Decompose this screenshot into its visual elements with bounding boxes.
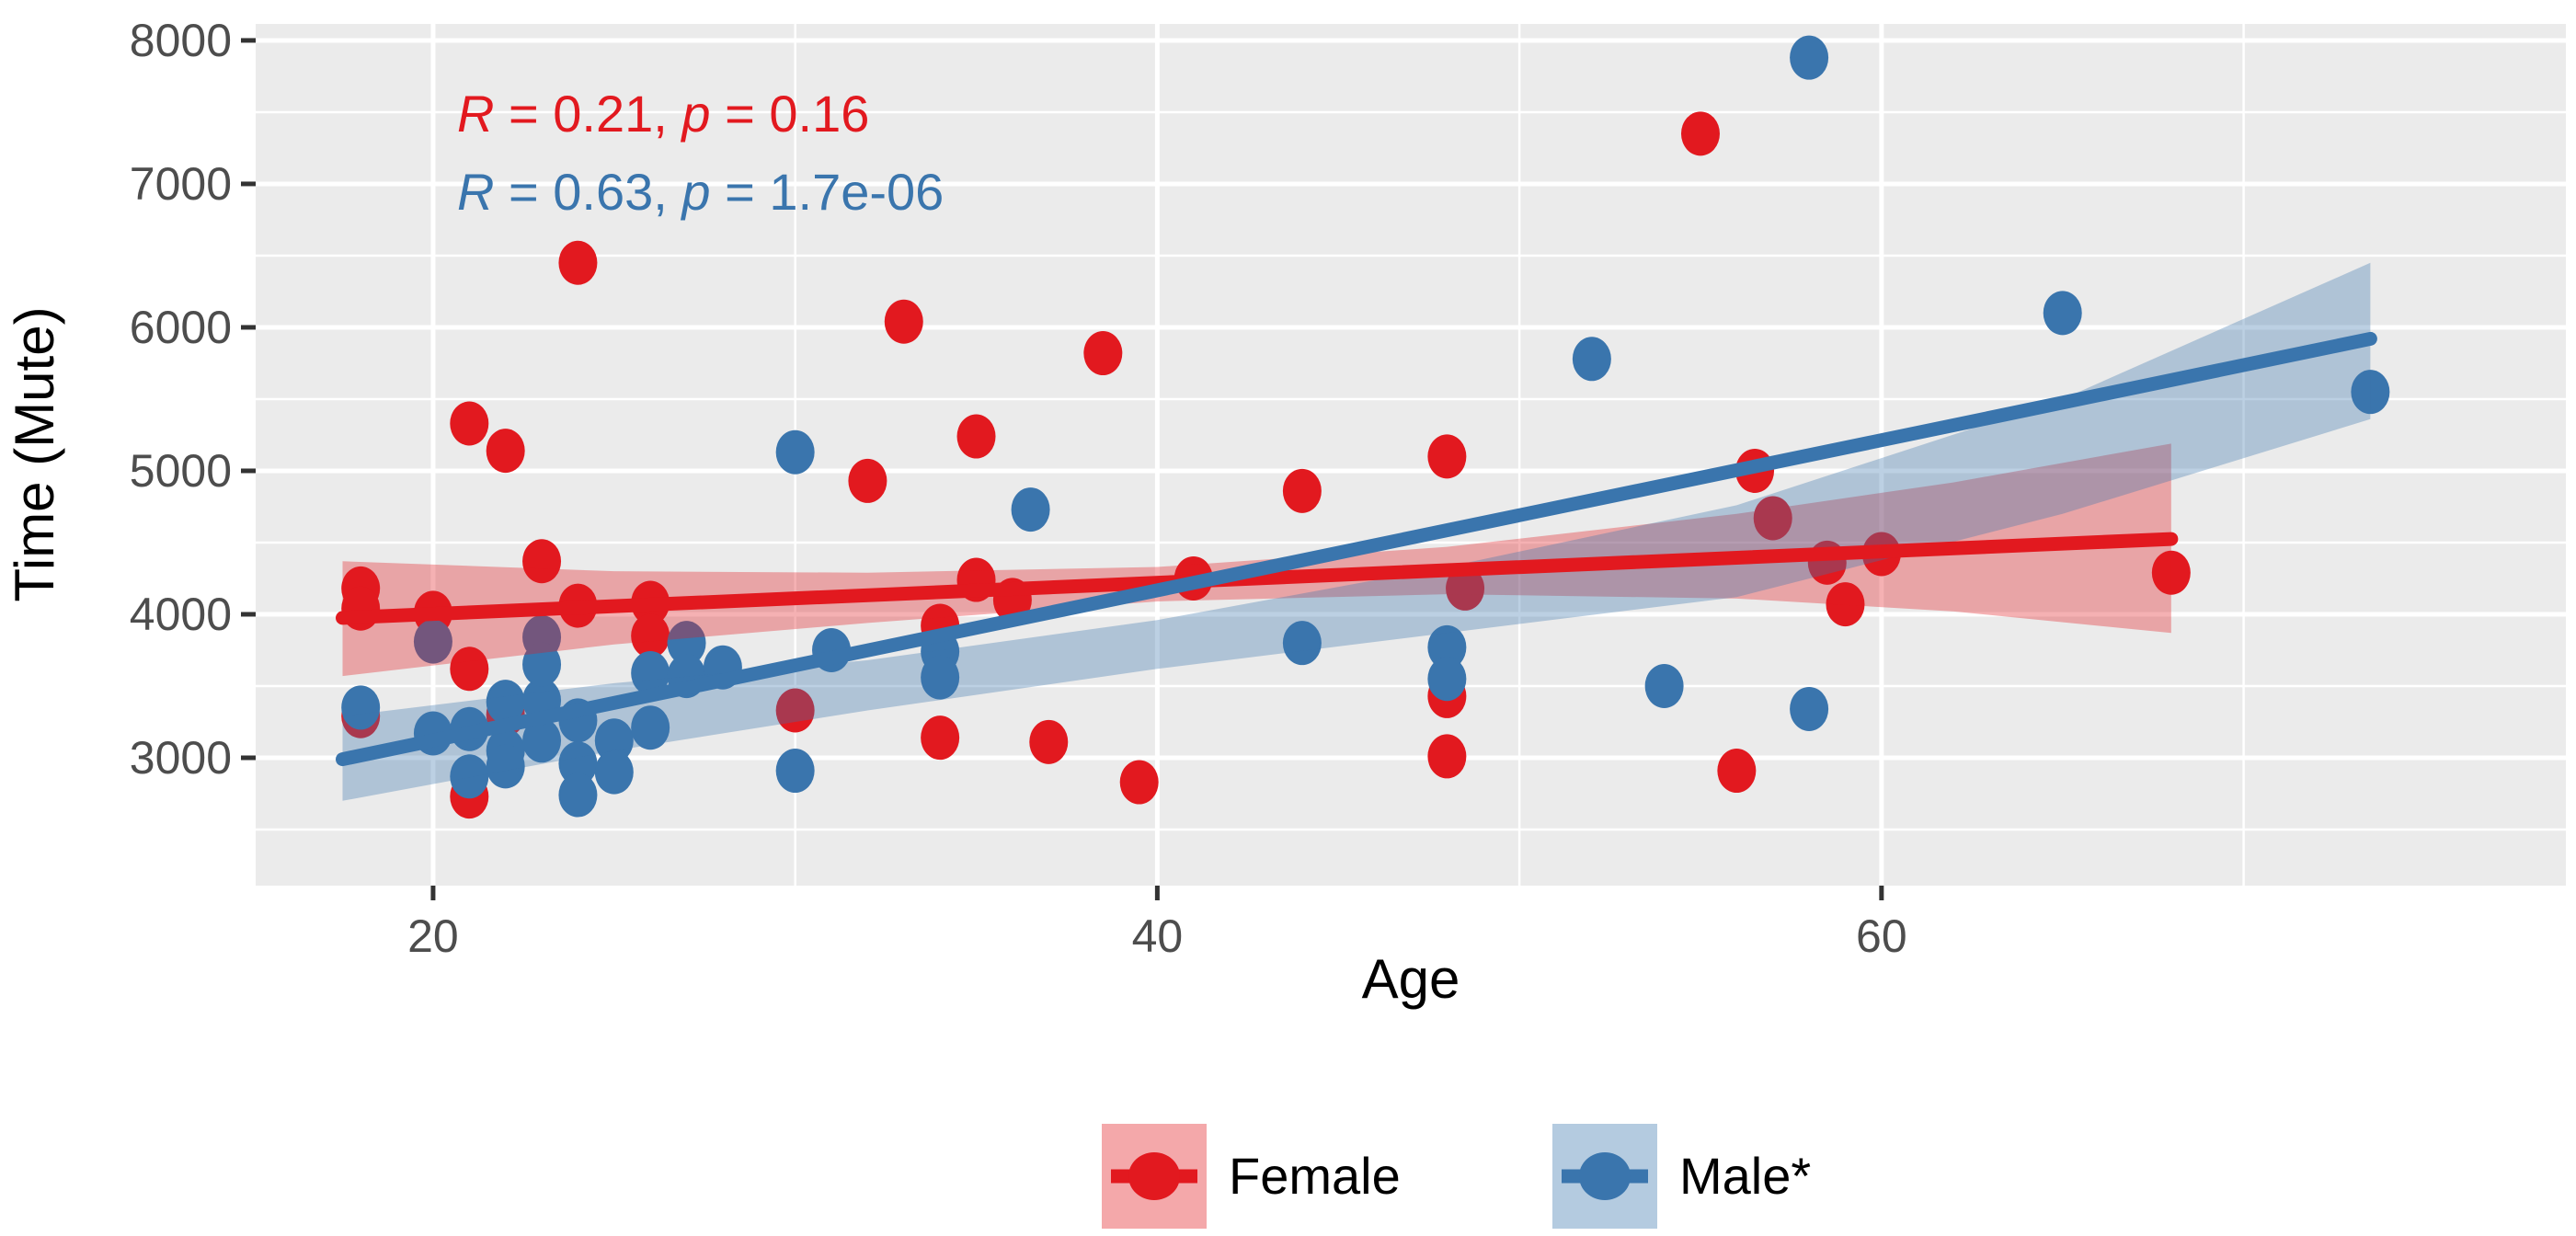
trend-line-female (335, 532, 2179, 625)
scatter-point-female (450, 647, 489, 692)
scatter-point-female (486, 429, 525, 474)
legend-dot-male-icon (1579, 1152, 1631, 1200)
scatter-point-female (2151, 550, 2191, 595)
scatter-point-female (1717, 749, 1757, 794)
scatter-point-male (2351, 370, 2390, 415)
scatter-point-male (1790, 686, 1829, 731)
y-tick-label: 7000 (130, 158, 232, 210)
scatter-point-male (558, 772, 598, 818)
scatter-point-female (1680, 111, 1720, 156)
scatter-point-male (667, 621, 706, 666)
scatter-point-female (522, 539, 562, 584)
scatter-points (341, 35, 2390, 819)
scatter-point-male (486, 680, 525, 725)
scatter-point-male (522, 642, 562, 687)
scatter-point-male (775, 749, 815, 794)
scatter-point-female (558, 240, 598, 285)
y-tick-label: 6000 (130, 302, 232, 353)
scatter-point-male (775, 429, 815, 475)
scatter-point-male (1011, 487, 1050, 532)
scatter-point-female (1083, 331, 1123, 376)
scatter-point-female (956, 414, 996, 459)
scatter-point-male (1427, 624, 1467, 670)
y-tick-label: 5000 (130, 445, 232, 497)
x-axis-title: Age (1362, 948, 1460, 1010)
confidence-band-male (342, 262, 2371, 801)
scatter-point-male (1644, 663, 1684, 708)
scatter-point-female (848, 458, 887, 503)
axis-tick-labels: 3000 4000 5000 6000 7000 8000 20 40 60 (130, 15, 1907, 962)
legend-dot-female-icon (1128, 1152, 1180, 1200)
scatter-point-male (413, 619, 452, 664)
y-tick-label: 4000 (130, 589, 232, 640)
scatter-point-male (2043, 291, 2082, 336)
scatter-point-male (921, 655, 960, 700)
scatter-point-male (594, 750, 634, 795)
confidence-band-female (342, 443, 2171, 677)
scatter-point-female (1029, 719, 1069, 764)
correlation-annotation-female: R = 0.21, p = 0.16 (457, 85, 869, 143)
scatter-point-male (1427, 657, 1467, 702)
x-tick-label: 60 (1856, 910, 1907, 962)
regression-lines (335, 331, 2377, 767)
correlation-annotation-male: R = 0.63, p = 1.7e-06 (457, 163, 944, 221)
scatter-point-female (1446, 566, 1485, 611)
scatter-point-female (450, 401, 489, 446)
scatter-point-female (631, 613, 670, 658)
y-tick-label: 8000 (130, 15, 232, 66)
scatter-point-male (1790, 35, 1829, 80)
scatter-point-female (775, 688, 815, 733)
trend-line-male (335, 331, 2377, 767)
scatter-point-female (1427, 434, 1467, 479)
scatter-point-male (558, 741, 598, 786)
scatter-point-female (1119, 760, 1159, 805)
scatter-point-male (486, 744, 525, 789)
legend-label-female: Female (1229, 1147, 1401, 1205)
legend-item-male: Male* (1552, 1124, 1811, 1229)
scatter-point-female (1826, 582, 1865, 627)
confidence-bands (342, 262, 2371, 801)
axis-ticks (241, 38, 1884, 900)
scatter-point-female (921, 715, 960, 761)
legend: Female Male* (1102, 1124, 1811, 1229)
scatter-point-female (1753, 496, 1792, 541)
x-tick-label: 40 (1132, 910, 1184, 962)
scatter-point-male (631, 705, 670, 750)
legend-label-male: Male* (1679, 1147, 1811, 1205)
scatter-point-female (1427, 734, 1467, 779)
scatter-point-male (1282, 621, 1322, 666)
legend-item-female: Female (1102, 1124, 1401, 1229)
scatter-point-male (594, 718, 634, 763)
scatter-point-male (631, 650, 670, 695)
y-axis-title: Time (Mute) (4, 306, 65, 601)
scatter-point-male (522, 718, 562, 763)
scatter-point-male (450, 754, 489, 799)
scatter-point-male (1572, 337, 1611, 382)
x-tick-label: 20 (407, 910, 459, 962)
scatter-point-female (1282, 468, 1322, 513)
correlation-annotations: R = 0.21, p = 0.16 R = 0.63, p = 1.7e-06 (457, 85, 944, 221)
y-tick-label: 3000 (130, 732, 232, 784)
scatter-point-male (341, 685, 381, 730)
scatter-point-female (884, 299, 923, 344)
